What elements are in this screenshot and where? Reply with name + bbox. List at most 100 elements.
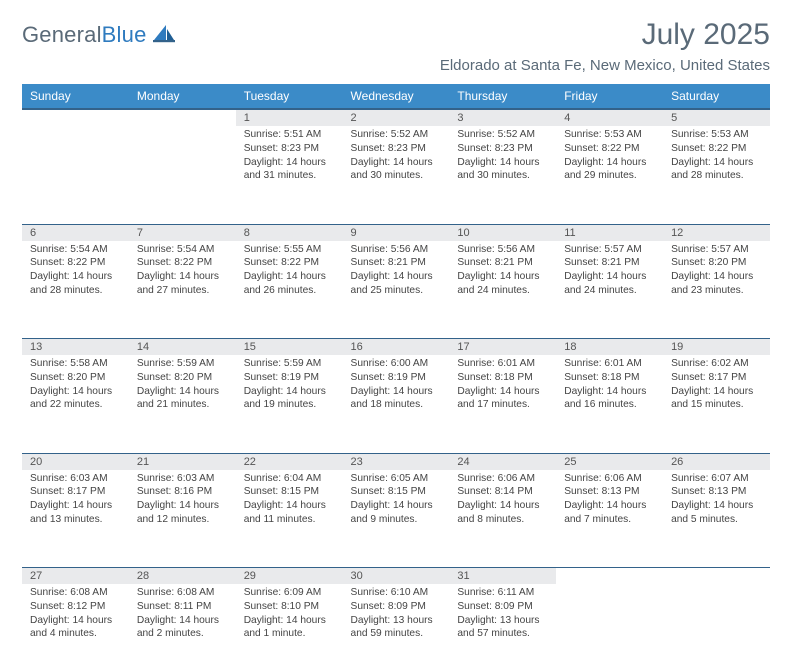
day-number-empty xyxy=(663,568,770,585)
sunrise-line: Sunrise: 5:57 AM xyxy=(564,243,655,257)
weekday-header: Friday xyxy=(556,84,663,109)
sunset-line: Sunset: 8:09 PM xyxy=(457,600,548,614)
sunset-line: Sunset: 8:23 PM xyxy=(457,142,548,156)
brand-sail-icon xyxy=(152,23,176,48)
daylight-line: Daylight: 14 hours and 2 minutes. xyxy=(137,614,228,642)
sunrise-line: Sunrise: 6:06 AM xyxy=(564,472,655,486)
day-cell: Sunrise: 6:07 AMSunset: 8:13 PMDaylight:… xyxy=(663,470,770,558)
day-content-row: Sunrise: 5:58 AMSunset: 8:20 PMDaylight:… xyxy=(22,355,770,443)
week-gap xyxy=(22,443,770,453)
sunrise-line: Sunrise: 6:02 AM xyxy=(671,357,762,371)
day-cell: Sunrise: 6:08 AMSunset: 8:11 PMDaylight:… xyxy=(129,584,236,672)
day-number: 10 xyxy=(449,224,556,241)
day-number-row: 6789101112 xyxy=(22,224,770,241)
day-number-empty xyxy=(129,109,236,126)
day-number: 4 xyxy=(556,109,663,126)
sunrise-line: Sunrise: 6:10 AM xyxy=(351,586,442,600)
sunrise-line: Sunrise: 5:57 AM xyxy=(671,243,762,257)
day-cell: Sunrise: 6:00 AMSunset: 8:19 PMDaylight:… xyxy=(343,355,450,443)
day-number: 3 xyxy=(449,109,556,126)
weekday-header: Tuesday xyxy=(236,84,343,109)
sunrise-line: Sunrise: 5:54 AM xyxy=(30,243,121,257)
daylight-line: Daylight: 14 hours and 7 minutes. xyxy=(564,499,655,527)
day-cell: Sunrise: 6:02 AMSunset: 8:17 PMDaylight:… xyxy=(663,355,770,443)
sunrise-line: Sunrise: 6:03 AM xyxy=(30,472,121,486)
sunset-line: Sunset: 8:13 PM xyxy=(671,485,762,499)
sunset-line: Sunset: 8:22 PM xyxy=(30,256,121,270)
day-cell: Sunrise: 5:53 AMSunset: 8:22 PMDaylight:… xyxy=(556,126,663,214)
sunset-line: Sunset: 8:22 PM xyxy=(244,256,335,270)
week-gap xyxy=(22,558,770,568)
daylight-line: Daylight: 14 hours and 29 minutes. xyxy=(564,156,655,184)
daylight-line: Daylight: 14 hours and 17 minutes. xyxy=(457,385,548,413)
day-cell: Sunrise: 5:52 AMSunset: 8:23 PMDaylight:… xyxy=(343,126,450,214)
sunrise-line: Sunrise: 6:07 AM xyxy=(671,472,762,486)
day-cell: Sunrise: 5:51 AMSunset: 8:23 PMDaylight:… xyxy=(236,126,343,214)
sunset-line: Sunset: 8:22 PM xyxy=(137,256,228,270)
day-cell: Sunrise: 6:10 AMSunset: 8:09 PMDaylight:… xyxy=(343,584,450,672)
day-number: 18 xyxy=(556,339,663,356)
weekday-header: Monday xyxy=(129,84,236,109)
calendar-table: SundayMondayTuesdayWednesdayThursdayFrid… xyxy=(22,84,770,672)
sunrise-line: Sunrise: 6:03 AM xyxy=(137,472,228,486)
day-cell-empty xyxy=(22,126,129,214)
sunrise-line: Sunrise: 5:53 AM xyxy=(564,128,655,142)
day-number: 27 xyxy=(22,568,129,585)
daylight-line: Daylight: 14 hours and 24 minutes. xyxy=(457,270,548,298)
daylight-line: Daylight: 14 hours and 5 minutes. xyxy=(671,499,762,527)
day-content-row: Sunrise: 5:51 AM Sunset: 8:23 PM Daylight:… xyxy=(22,126,770,214)
daylight-line: Daylight: 13 hours and 59 minutes. xyxy=(351,614,442,642)
sunset-line: Sunset: 8:20 PM xyxy=(137,371,228,385)
daylight-line: Daylight: 14 hours and 22 minutes. xyxy=(30,385,121,413)
day-cell: Sunrise: 5:54 AMSunset: 8:22 PMDaylight:… xyxy=(129,241,236,329)
day-number-empty xyxy=(556,568,663,585)
day-cell: Sunrise: 5:59 AMSunset: 8:20 PMDaylight:… xyxy=(129,355,236,443)
day-number: 5 xyxy=(663,109,770,126)
sunrise-line: Sunrise: 5:51 AM xyxy=(244,128,335,142)
daylight-line: Daylight: 14 hours and 16 minutes. xyxy=(564,385,655,413)
sunset-line: Sunset: 8:12 PM xyxy=(30,600,121,614)
day-cell-empty xyxy=(663,584,770,672)
sunset-line: Sunset: 8:18 PM xyxy=(457,371,548,385)
day-cell: Sunrise: 6:09 AMSunset: 8:10 PMDaylight:… xyxy=(236,584,343,672)
sunrise-line: Sunrise: 6:06 AM xyxy=(457,472,548,486)
day-number: 1 xyxy=(236,109,343,126)
day-number: 29 xyxy=(236,568,343,585)
daylight-line: Daylight: 14 hours and 21 minutes. xyxy=(137,385,228,413)
day-number: 6 xyxy=(22,224,129,241)
day-number: 26 xyxy=(663,453,770,470)
day-cell: Sunrise: 5:58 AMSunset: 8:20 PMDaylight:… xyxy=(22,355,129,443)
weekday-header: Thursday xyxy=(449,84,556,109)
day-number-row: 12345 xyxy=(22,109,770,126)
sunset-line: Sunset: 8:14 PM xyxy=(457,485,548,499)
sunset-line: Sunset: 8:20 PM xyxy=(30,371,121,385)
day-number: 9 xyxy=(343,224,450,241)
header-bar: GeneralBlue July 2025 Eldorado at Santa … xyxy=(22,18,770,74)
sunrise-line: Sunrise: 6:09 AM xyxy=(244,586,335,600)
sunrise-line: Sunrise: 6:04 AM xyxy=(244,472,335,486)
daylight-line: Daylight: 14 hours and 18 minutes. xyxy=(351,385,442,413)
daylight-line: Daylight: 14 hours and 4 minutes. xyxy=(30,614,121,642)
brand-name-main: General xyxy=(22,22,102,47)
week-gap xyxy=(22,214,770,224)
weekday-header: Wednesday xyxy=(343,84,450,109)
day-number: 12 xyxy=(663,224,770,241)
location-text: Eldorado at Santa Fe, New Mexico, United… xyxy=(440,57,770,74)
sunrise-line: Sunrise: 5:54 AM xyxy=(137,243,228,257)
day-cell: Sunrise: 6:03 AMSunset: 8:16 PMDaylight:… xyxy=(129,470,236,558)
day-number-row: 2728293031 xyxy=(22,568,770,585)
day-cell: Sunrise: 5:57 AMSunset: 8:21 PMDaylight:… xyxy=(556,241,663,329)
day-cell: Sunrise: 5:59 AMSunset: 8:19 PMDaylight:… xyxy=(236,355,343,443)
sunset-line: Sunset: 8:16 PM xyxy=(137,485,228,499)
sunset-line: Sunset: 8:19 PM xyxy=(351,371,442,385)
sunrise-line: Sunrise: 5:59 AM xyxy=(137,357,228,371)
daylight-line: Daylight: 14 hours and 1 minute. xyxy=(244,614,335,642)
daylight-line: Daylight: 14 hours and 24 minutes. xyxy=(564,270,655,298)
day-number-empty xyxy=(22,109,129,126)
sunset-line: Sunset: 8:18 PM xyxy=(564,371,655,385)
day-number: 14 xyxy=(129,339,236,356)
day-cell-empty xyxy=(556,584,663,672)
day-cell: Sunrise: 6:08 AMSunset: 8:12 PMDaylight:… xyxy=(22,584,129,672)
sunset-line: Sunset: 8:17 PM xyxy=(30,485,121,499)
sunrise-line: Sunrise: 5:58 AM xyxy=(30,357,121,371)
